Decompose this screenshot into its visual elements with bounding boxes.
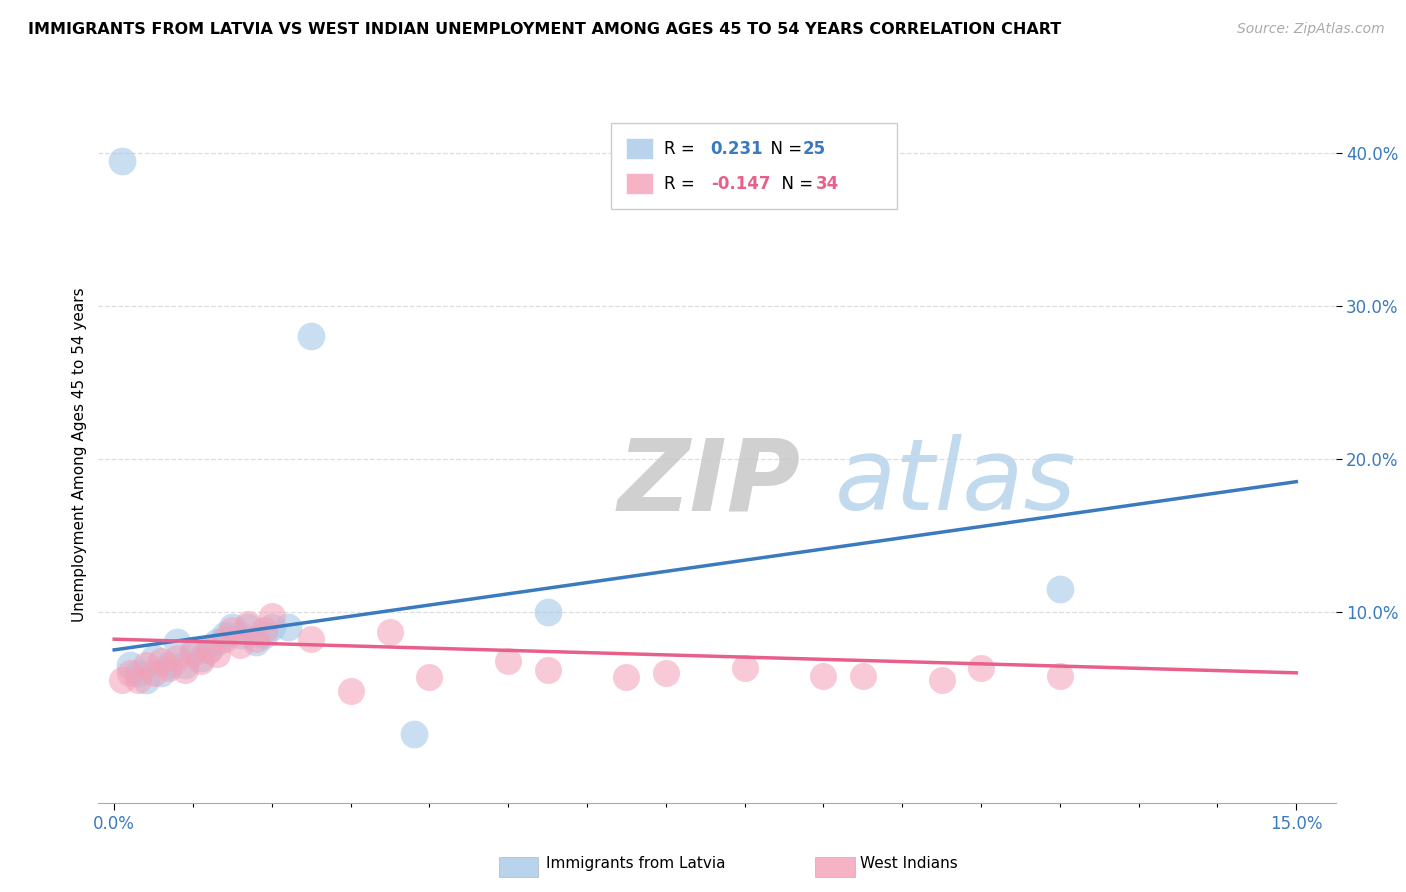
Point	[852, 669, 875, 683]
Point	[536, 605, 558, 619]
Point	[166, 635, 188, 649]
Point	[174, 663, 197, 677]
Point	[260, 609, 283, 624]
Point	[214, 627, 236, 641]
Text: R =: R =	[665, 139, 700, 158]
Point	[496, 654, 519, 668]
Point	[378, 624, 401, 639]
Point	[205, 648, 228, 662]
Point	[197, 643, 219, 657]
Point	[127, 673, 149, 688]
Point	[418, 670, 440, 684]
Point	[157, 658, 180, 673]
Point	[299, 329, 322, 343]
Point	[299, 632, 322, 647]
Point	[616, 670, 638, 684]
Point	[260, 620, 283, 634]
Point	[135, 673, 157, 688]
Point	[135, 658, 157, 673]
Point	[253, 623, 276, 637]
Text: N =: N =	[772, 175, 818, 193]
Point	[150, 665, 173, 680]
Point	[205, 635, 228, 649]
Point	[181, 643, 204, 657]
Point	[813, 669, 835, 683]
Point	[236, 620, 259, 634]
Point	[221, 623, 243, 637]
Point	[197, 643, 219, 657]
Point	[157, 661, 180, 675]
Text: -0.147: -0.147	[711, 175, 770, 193]
Point	[150, 654, 173, 668]
Text: N =: N =	[761, 139, 807, 158]
Point	[111, 673, 134, 688]
Text: IMMIGRANTS FROM LATVIA VS WEST INDIAN UNEMPLOYMENT AMONG AGES 45 TO 54 YEARS COR: IMMIGRANTS FROM LATVIA VS WEST INDIAN UN…	[28, 22, 1062, 37]
Text: 34: 34	[817, 175, 839, 193]
Point	[111, 153, 134, 168]
Point	[236, 616, 259, 631]
Point	[118, 658, 141, 673]
Text: ZIP: ZIP	[619, 434, 801, 532]
Point	[402, 727, 425, 741]
Point	[245, 632, 267, 647]
Text: Immigrants from Latvia: Immigrants from Latvia	[546, 856, 725, 871]
Point	[229, 627, 252, 641]
Text: 0.231: 0.231	[711, 139, 763, 158]
Point	[214, 632, 236, 647]
Point	[174, 658, 197, 673]
Point	[734, 661, 756, 675]
Point	[221, 620, 243, 634]
Text: 25: 25	[803, 139, 825, 158]
Point	[142, 650, 165, 665]
Point	[339, 684, 361, 698]
Point	[166, 650, 188, 665]
Point	[229, 638, 252, 652]
Text: atlas: atlas	[835, 434, 1076, 532]
Point	[655, 665, 678, 680]
Point	[277, 620, 299, 634]
Point	[118, 665, 141, 680]
Point	[1049, 669, 1071, 683]
Point	[931, 673, 953, 688]
Text: Source: ZipAtlas.com: Source: ZipAtlas.com	[1237, 22, 1385, 37]
Point	[190, 654, 212, 668]
Point	[142, 665, 165, 680]
Text: West Indians: West Indians	[860, 856, 959, 871]
Point	[1049, 582, 1071, 596]
Text: R =: R =	[665, 175, 700, 193]
Point	[970, 661, 993, 675]
Point	[245, 635, 267, 649]
Point	[181, 646, 204, 660]
Y-axis label: Unemployment Among Ages 45 to 54 years: Unemployment Among Ages 45 to 54 years	[72, 287, 87, 623]
Point	[190, 650, 212, 665]
Point	[536, 663, 558, 677]
Point	[253, 627, 276, 641]
Point	[127, 665, 149, 680]
